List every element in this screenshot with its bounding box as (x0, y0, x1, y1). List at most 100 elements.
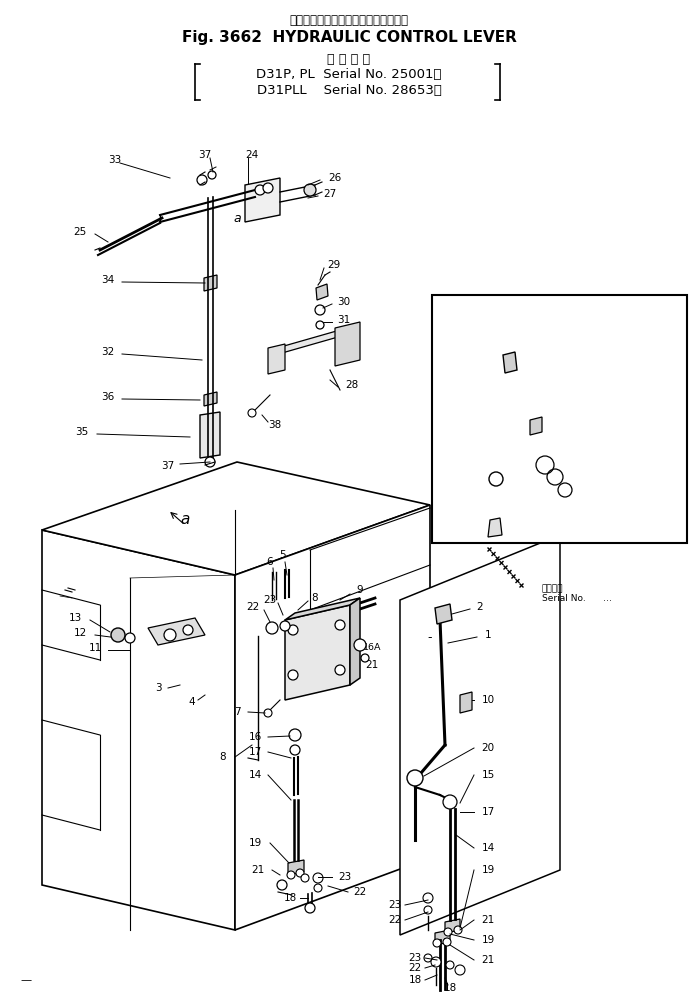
Text: 8: 8 (219, 752, 226, 762)
Circle shape (443, 795, 457, 809)
Text: -: - (428, 632, 432, 645)
Polygon shape (268, 344, 285, 374)
Circle shape (489, 472, 503, 486)
Polygon shape (400, 535, 560, 935)
Circle shape (335, 665, 345, 675)
Text: 18: 18 (408, 975, 421, 985)
Polygon shape (435, 604, 452, 624)
Text: 26: 26 (329, 173, 342, 183)
Circle shape (455, 965, 465, 975)
Polygon shape (204, 392, 217, 406)
Polygon shape (460, 692, 472, 713)
Circle shape (125, 633, 135, 643)
Text: 17: 17 (482, 807, 495, 817)
Text: 3: 3 (154, 683, 161, 693)
Polygon shape (42, 530, 235, 930)
Text: 14: 14 (482, 843, 495, 853)
Text: 10: 10 (482, 695, 495, 705)
Circle shape (288, 670, 298, 680)
Text: 7: 7 (233, 707, 240, 717)
Circle shape (164, 629, 176, 641)
Text: 36: 36 (101, 392, 115, 402)
Text: 4: 4 (189, 697, 195, 707)
Polygon shape (148, 618, 205, 645)
Polygon shape (200, 412, 220, 458)
Circle shape (431, 957, 441, 967)
Text: Fig. 3662  HYDRAULIC CONTROL LEVER: Fig. 3662 HYDRAULIC CONTROL LEVER (182, 30, 517, 45)
Text: 21: 21 (366, 660, 379, 670)
Bar (432, 295, 687, 543)
Polygon shape (350, 598, 360, 685)
Circle shape (289, 729, 301, 741)
Circle shape (287, 871, 295, 879)
Circle shape (266, 622, 278, 634)
Text: 34: 34 (101, 275, 115, 285)
Polygon shape (488, 518, 502, 537)
Text: 15: 15 (608, 458, 621, 468)
Circle shape (197, 175, 207, 185)
Text: 10: 10 (621, 413, 635, 423)
Circle shape (423, 893, 433, 903)
Circle shape (304, 184, 316, 196)
Text: a: a (233, 212, 241, 225)
Circle shape (255, 185, 265, 195)
Text: 37: 37 (161, 461, 175, 471)
Text: 12: 12 (73, 628, 87, 638)
Text: 18: 18 (443, 983, 456, 993)
Polygon shape (235, 505, 430, 930)
Text: 19: 19 (248, 838, 261, 848)
Text: 23: 23 (389, 900, 402, 910)
Polygon shape (530, 417, 542, 435)
Circle shape (305, 903, 315, 913)
Text: 23: 23 (264, 595, 277, 605)
Text: 16: 16 (248, 732, 261, 742)
Text: 21: 21 (482, 955, 495, 965)
Text: 13: 13 (69, 613, 82, 623)
Circle shape (208, 171, 216, 179)
Circle shape (296, 869, 304, 877)
Text: 1: 1 (484, 630, 491, 640)
Polygon shape (445, 919, 460, 933)
Polygon shape (503, 352, 517, 373)
Text: 16A: 16A (363, 644, 381, 653)
Circle shape (335, 608, 345, 618)
Circle shape (248, 409, 256, 417)
Polygon shape (335, 322, 360, 366)
Text: 32: 32 (101, 347, 115, 357)
Text: 18: 18 (283, 893, 296, 903)
Text: 20: 20 (591, 472, 605, 482)
Text: 2: 2 (477, 602, 483, 612)
Polygon shape (316, 284, 328, 300)
Text: 適用号機: 適用号機 (542, 584, 563, 593)
Text: 6: 6 (267, 557, 273, 567)
Circle shape (111, 628, 125, 642)
Circle shape (313, 873, 323, 883)
Circle shape (288, 625, 298, 635)
Text: 22: 22 (389, 915, 402, 925)
Circle shape (205, 457, 215, 467)
Text: 22: 22 (246, 602, 259, 612)
Circle shape (446, 961, 454, 969)
Text: 15: 15 (482, 770, 495, 780)
Text: 11: 11 (88, 643, 101, 653)
Circle shape (280, 621, 290, 631)
Text: 21: 21 (482, 915, 495, 925)
Text: 22: 22 (354, 887, 366, 897)
Text: 8: 8 (312, 593, 318, 603)
Polygon shape (204, 275, 217, 291)
Circle shape (454, 926, 462, 934)
Text: 23: 23 (408, 953, 421, 963)
Text: 27: 27 (324, 189, 337, 199)
Polygon shape (445, 805, 460, 818)
Circle shape (361, 654, 369, 662)
Text: 19: 19 (482, 935, 495, 945)
Circle shape (290, 745, 300, 755)
Text: 24: 24 (245, 150, 259, 160)
Circle shape (316, 321, 324, 329)
Text: 25: 25 (73, 227, 87, 237)
Text: 35: 35 (75, 427, 89, 437)
Text: 17: 17 (248, 747, 261, 757)
Text: D31P, PL  Serial No. 25001～: D31P, PL Serial No. 25001～ (257, 68, 442, 81)
Circle shape (335, 620, 345, 630)
Polygon shape (285, 605, 350, 700)
